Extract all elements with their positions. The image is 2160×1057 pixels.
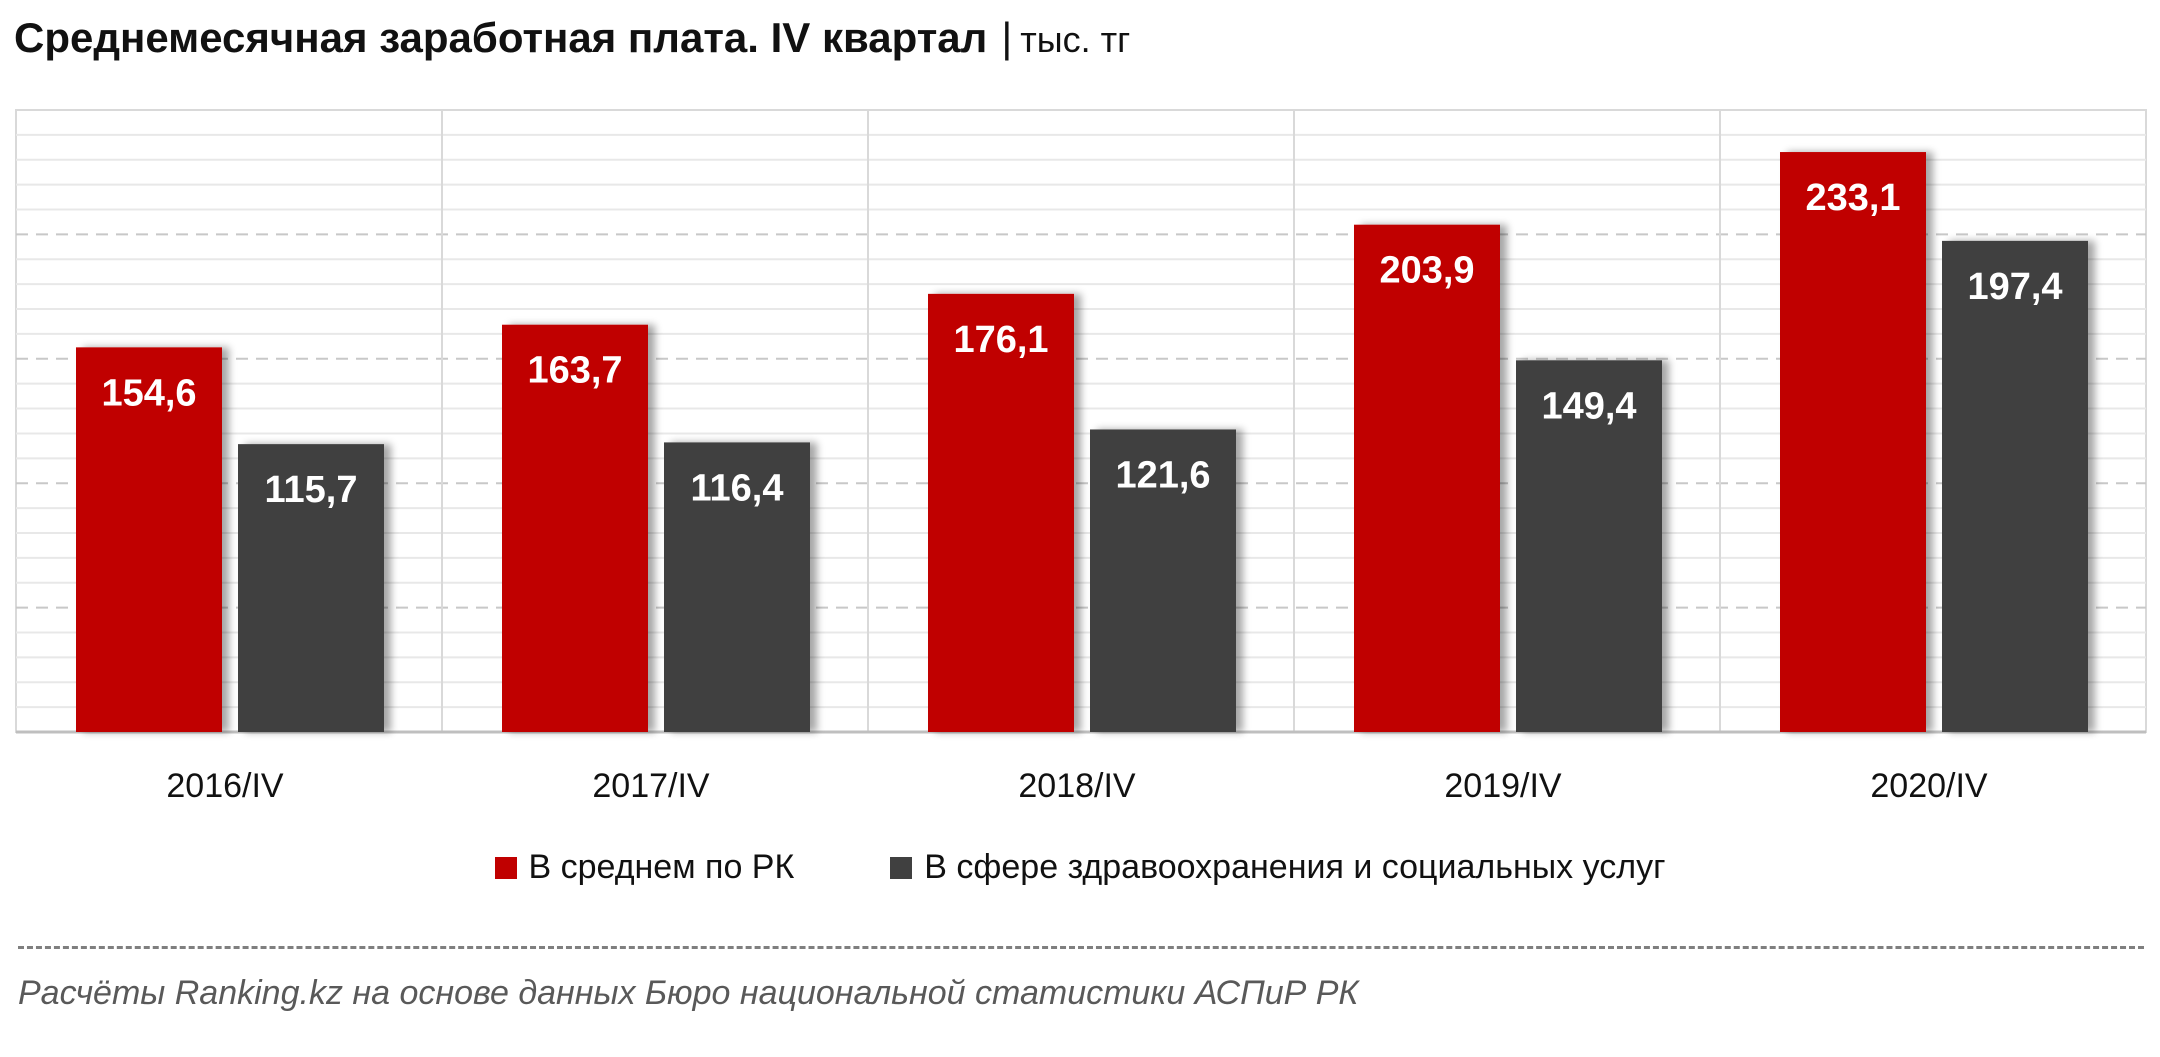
title-separator: | bbox=[1001, 14, 1013, 61]
legend-item-national: В среднем по РК bbox=[494, 848, 795, 887]
chart-title: Среднемесячная заработная плата. IV квар… bbox=[14, 14, 1130, 62]
bar-national bbox=[928, 293, 1074, 732]
bar-healthcare bbox=[664, 442, 810, 732]
chart-unit: тыс. тг bbox=[1020, 19, 1131, 60]
bar-national bbox=[502, 324, 648, 732]
legend-item-healthcare: В сфере здравоохранения и социальных усл… bbox=[890, 848, 1666, 887]
data-label: 121,6 bbox=[1115, 454, 1210, 496]
legend-label-national: В среднем по РК bbox=[528, 848, 795, 886]
data-label: 149,4 bbox=[1541, 385, 1636, 427]
data-label: 116,4 bbox=[691, 467, 784, 509]
bar-healthcare bbox=[1090, 429, 1236, 732]
chart-legend: В среднем по РК В сфере здравоохранения … bbox=[0, 848, 2160, 887]
bar-chart: 154,6 115,7 2016/IV 163,7 116,4 2017/IV 176,1 1… bbox=[15, 109, 2147, 805]
legend-swatch-national bbox=[494, 856, 517, 879]
x-tick-label: 2017/IV bbox=[592, 767, 710, 805]
data-label: 233,1 bbox=[1805, 177, 1900, 219]
footer-divider bbox=[18, 946, 2144, 949]
data-label: 197,4 bbox=[1967, 266, 2062, 308]
bar-national bbox=[1354, 224, 1500, 733]
x-tick-label: 2016/IV bbox=[166, 767, 284, 805]
data-label: 115,7 bbox=[265, 469, 358, 511]
legend-label-healthcare: В сфере здравоохранения и социальных усл… bbox=[924, 848, 1666, 886]
data-label: 176,1 bbox=[953, 319, 1048, 361]
bar-national bbox=[76, 347, 222, 732]
bar-healthcare bbox=[238, 444, 384, 732]
x-tick-label: 2019/IV bbox=[1444, 767, 1562, 805]
legend-swatch-healthcare bbox=[890, 856, 913, 879]
data-label: 203,9 bbox=[1379, 250, 1474, 292]
chart-title-text: Среднемесячная заработная плата. IV квар… bbox=[14, 14, 988, 61]
bar-national bbox=[1780, 152, 1926, 733]
source-note: Расчёты Ranking.kz на основе данных Бюро… bbox=[18, 974, 1359, 1012]
data-label: 163,7 bbox=[527, 350, 622, 392]
data-label: 154,6 bbox=[101, 372, 196, 414]
x-tick-label: 2020/IV bbox=[1870, 767, 1988, 805]
bar-healthcare bbox=[1942, 240, 2088, 732]
x-tick-label: 2018/IV bbox=[1018, 767, 1136, 805]
bar-healthcare bbox=[1516, 360, 1662, 732]
